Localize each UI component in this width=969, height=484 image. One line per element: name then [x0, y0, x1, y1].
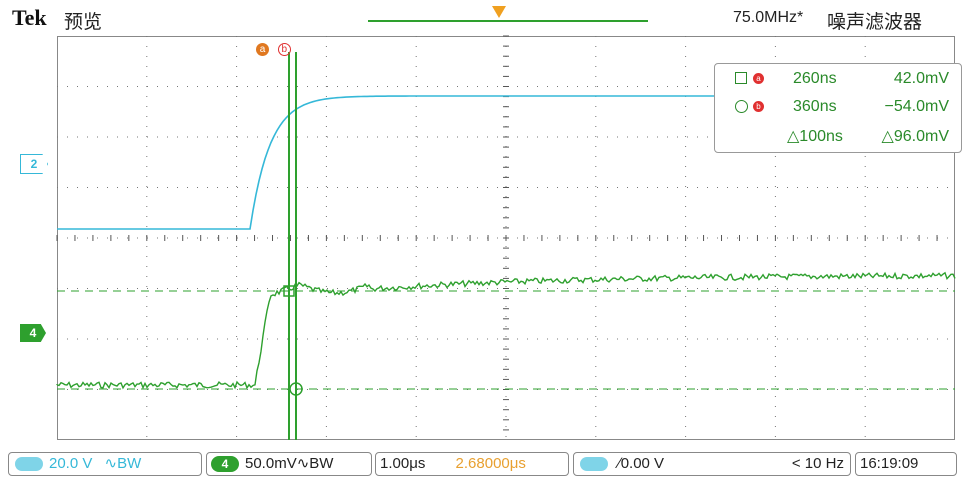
clock-time: 16:19:09 [860, 455, 919, 472]
readout-value-a: 42.0mV [893, 70, 949, 87]
cursor-a-badge: a [753, 73, 764, 84]
filter-label: 噪声滤波器 [827, 12, 923, 33]
trigger-position-bar [368, 20, 648, 22]
cursor-readout-panel[interactable]: a 260ns 42.0mV b 360ns −54.0mV △100ns △9… [714, 63, 962, 153]
cursor-square-marker [283, 285, 295, 297]
bandwidth-limit: 75.0MHz* [733, 9, 804, 26]
trigger-level: 0.00 V [620, 455, 665, 472]
readout-delta-value: △96.0mV [881, 128, 949, 145]
trigger-frequency: < 10 Hz [791, 455, 844, 472]
readout-time-b: 360ns [793, 98, 837, 115]
ch2-color-pill [15, 457, 43, 472]
ch4-scale: 50.0mV∿BW [245, 455, 334, 472]
top-bar: Tek 预览 75.0MHz* 噪声滤波器 [0, 0, 969, 36]
cursor-circle-marker [289, 382, 303, 396]
ch2-bandwidth-icon: ∿BW [104, 455, 142, 472]
grid-lines [56, 35, 955, 440]
horizontal-settings[interactable]: 1.00μs 2.68000μs [375, 452, 569, 476]
readout-time-a: 260ns [793, 70, 837, 87]
timebase-value: 1.00 [380, 455, 410, 472]
cursor-b-badge: b [753, 101, 764, 112]
ch2-settings[interactable]: 20.0 V ∿BW [8, 452, 202, 476]
clock: 16:19:09 [855, 452, 957, 476]
horizontal-position-unit: μs [509, 455, 526, 472]
square-marker-icon [735, 72, 747, 84]
circle-marker-icon [735, 100, 748, 113]
readout-row-b: b 360ns −54.0mV [715, 96, 961, 120]
horizontal-position: 2.68000 [455, 455, 510, 472]
cursor-labels: a b [256, 43, 297, 56]
status-bar: 20.0 V ∿BW 4 50.0mV∿BW 1.00μs 2.68000μs ∕… [0, 448, 969, 484]
mode-label: 预览 [64, 12, 103, 33]
ch4-settings[interactable]: 4 50.0mV∿BW [206, 452, 372, 476]
timebase-unit: μs [409, 455, 426, 472]
readout-delta-time: △100ns [787, 128, 843, 145]
readout-row-a: a 260ns 42.0mV [715, 68, 961, 92]
trigger-settings[interactable]: ∕0.00 V < 10 Hz [573, 452, 851, 476]
trigger-source-pill [580, 457, 608, 472]
ch2-scale: 20.0 V [49, 455, 93, 472]
readout-value-b: −54.0mV [884, 98, 949, 115]
brand-logo: Tek [12, 5, 47, 30]
cursor-a-label[interactable]: a [256, 43, 269, 56]
trigger-position-icon[interactable] [492, 6, 506, 18]
cursor-b-label[interactable]: b [277, 43, 291, 56]
ch4-waveform [56, 271, 956, 390]
ch2-level-marker[interactable]: 2 [20, 154, 48, 174]
readout-row-delta: △100ns △96.0mV [715, 124, 961, 148]
rising-edge-icon: ∕ [618, 455, 621, 472]
ch4-id-pill: 4 [211, 456, 239, 473]
ch4-level-marker[interactable]: 4 [20, 324, 46, 342]
